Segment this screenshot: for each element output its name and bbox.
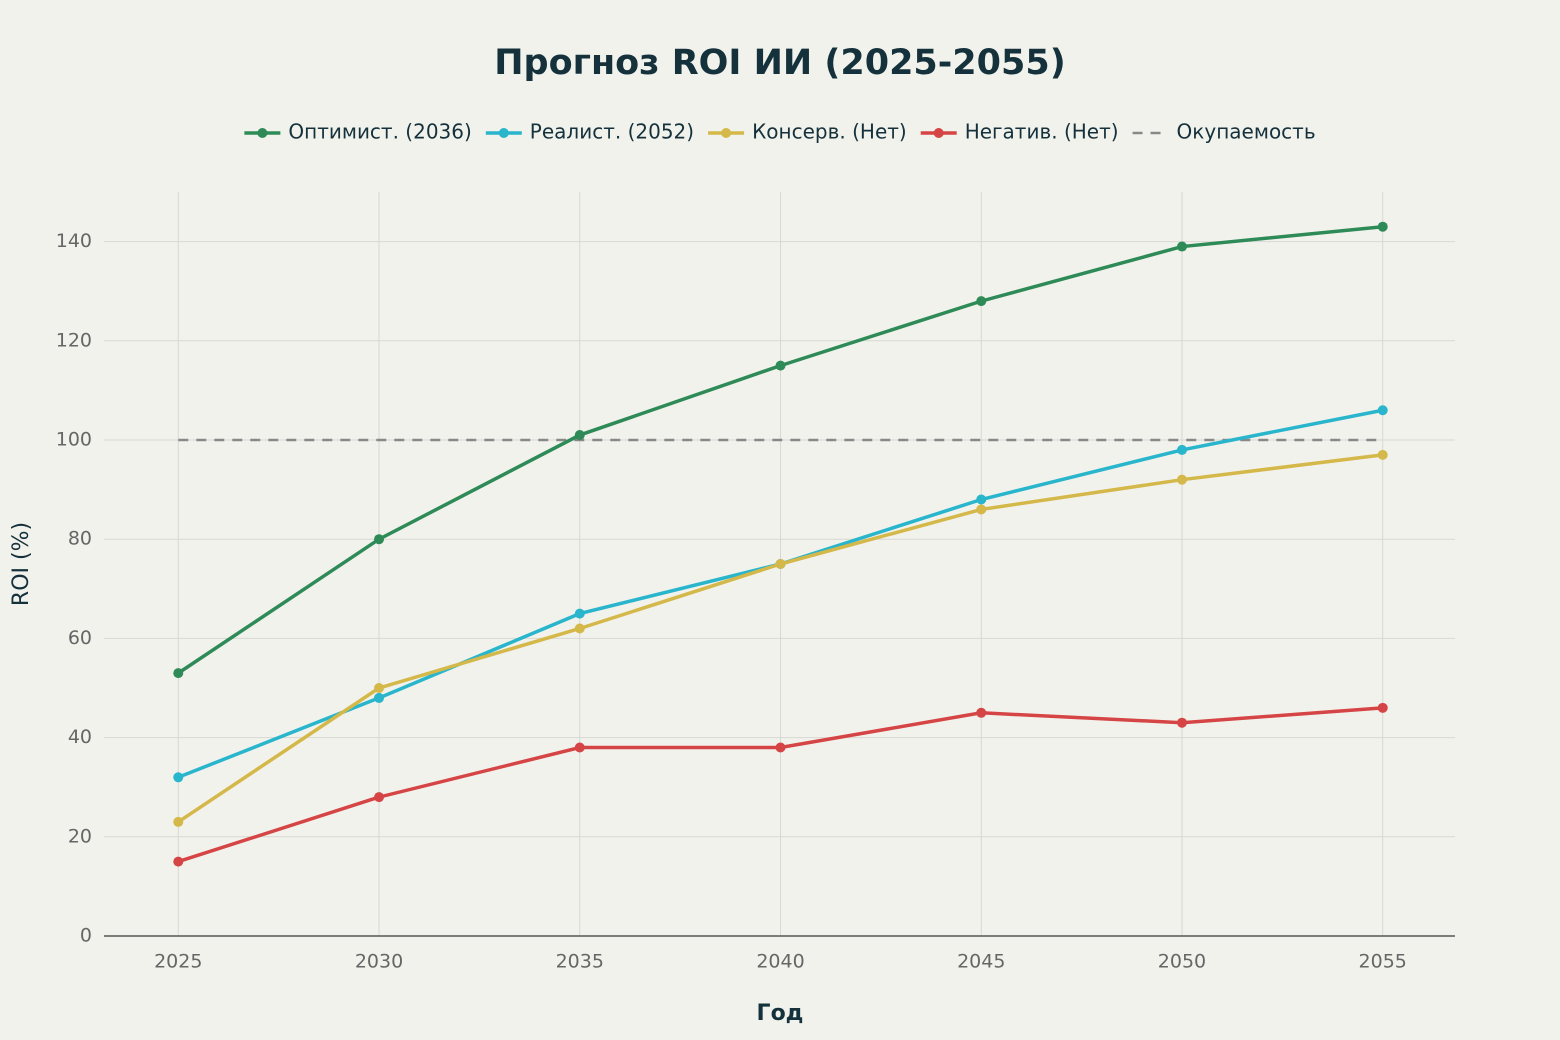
data-point [574,623,585,634]
data-point [173,856,184,867]
data-point [574,608,585,619]
y-tick-label: 80 [68,528,92,550]
data-point [374,792,385,803]
data-point [775,360,786,371]
legend-label: Реалист. (2052) [530,120,694,144]
data-point [1377,405,1388,416]
x-tick-label: 2025 [154,951,202,973]
y-tick-label: 20 [68,825,92,847]
data-point [173,668,184,679]
data-point [374,692,385,703]
data-point [374,683,385,693]
data-point [1176,474,1187,485]
data-point [1377,449,1388,460]
data-point [1176,241,1187,252]
legend-marker [933,128,944,138]
legend-label: Оптимист. (2036) [288,120,471,144]
y-axis-label: ROI (%) [9,522,34,606]
data-point [775,742,786,753]
legend: Оптимист. (2036) Реалист. (2052) Консерв. … [244,120,1316,144]
y-tick-label: 40 [68,726,92,748]
data-point [1377,702,1388,713]
data-point [976,707,987,718]
x-tick-label: 2050 [1158,951,1206,973]
data-point [574,430,585,441]
data-point [976,296,987,307]
data-point [1176,717,1187,728]
y-tick-label: 120 [56,329,92,351]
data-point [374,534,385,545]
x-tick-label: 2030 [355,951,403,973]
legend-marker [721,128,732,138]
data-point [1377,221,1388,232]
data-point [976,504,987,515]
plot [173,221,1388,867]
data-point [775,559,786,569]
chart-title: Прогноз ROI ИИ (2025-2055) [494,43,1065,83]
x-tick-label: 2055 [1359,951,1407,973]
y-tick-label: 60 [68,627,92,649]
y-tick-label: 140 [56,230,92,252]
x-tick-label: 2035 [556,951,604,973]
data-point [1176,444,1187,455]
data-point [976,494,987,505]
data-point [173,816,184,827]
x-tick-label: 2040 [756,951,804,973]
data-point [574,742,585,753]
y-tick-label: 0 [80,925,92,947]
x-axis-label: Год [757,1001,804,1026]
legend-label: Негатив. (Нет) [965,120,1119,144]
legend-label: Консерв. (Нет) [752,120,907,144]
legend-marker [257,128,268,138]
x-tick-label: 2045 [957,951,1005,973]
legend-marker [498,128,509,138]
y-tick-label: 100 [56,429,92,451]
data-point [173,772,184,783]
legend-label: Окупаемость [1177,120,1316,144]
